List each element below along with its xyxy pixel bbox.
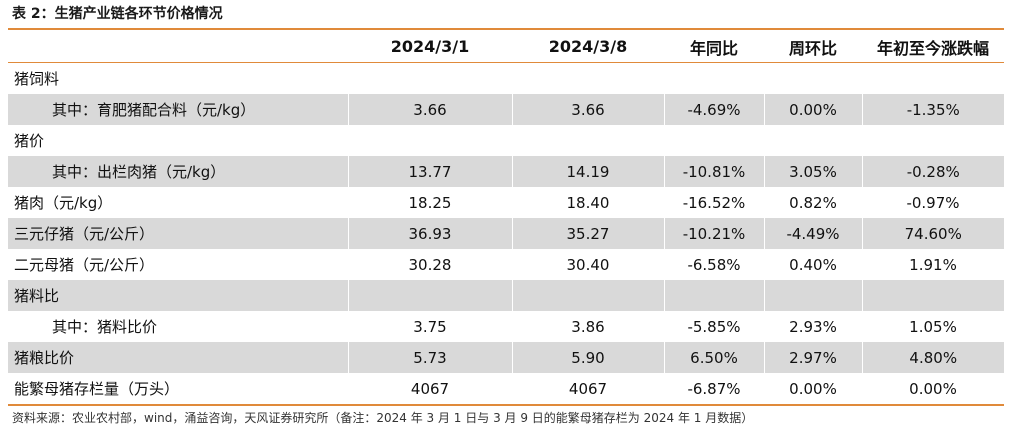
header-cell-date2: 2024/3/8 xyxy=(512,31,664,63)
value-cell xyxy=(763,280,862,311)
value-cell xyxy=(512,125,664,156)
table-row: 猪饲料 xyxy=(8,63,1004,95)
value-cell: -16.52% xyxy=(682,193,746,212)
value-cell xyxy=(512,63,664,95)
table-row: 猪粮比价 5.73 5.90 6.50% 2.97% 4.80% xyxy=(8,342,1004,373)
value-cell: -6.87% xyxy=(687,379,741,398)
table-row: 猪价 xyxy=(8,125,1004,156)
value-cell: 3.75 xyxy=(413,317,447,336)
header-cell-wow: 周环比 xyxy=(764,31,862,63)
value-cell xyxy=(764,125,862,156)
table-row: 其中：育肥猪配合料（元/kg） 3.66 3.66 -4.69% 0.00% -1.35% xyxy=(8,94,1004,125)
table-row: 三元仔猪（元/公斤） 36.93 35.27 -10.21% -4.49% 74.60% xyxy=(8,218,1004,249)
value-cell: 0.82% xyxy=(789,193,837,212)
value-cell: 36.93 xyxy=(347,218,512,249)
row-label: 二元母猪（元/公斤） xyxy=(14,256,155,274)
value-cell: 5.90 xyxy=(511,342,664,373)
value-cell: 18.25 xyxy=(408,193,452,212)
table-row: 猪料比 xyxy=(8,280,1004,311)
value-cell: 74.60% xyxy=(861,218,1004,249)
table-row: 其中：猪料比价 3.75 3.86 -5.85% 2.93% 1.05% xyxy=(8,311,1004,342)
value-cell: 2.97% xyxy=(763,342,862,373)
value-cell xyxy=(347,280,512,311)
value-cell: 3.86 xyxy=(571,317,605,336)
value-cell: 0.00% xyxy=(789,379,837,398)
row-label: 猪价 xyxy=(14,132,45,150)
table-row: 猪肉（元/kg） 18.25 18.40 -16.52% 0.82% -0.97% xyxy=(8,187,1004,218)
value-cell: 30.40 xyxy=(566,255,610,274)
row-label: 其中：猪料比价 xyxy=(52,318,158,336)
value-cell: 3.66 xyxy=(511,94,664,125)
value-cell xyxy=(862,125,1004,156)
value-cell: -6.58% xyxy=(687,255,741,274)
value-cell xyxy=(663,280,764,311)
value-cell: -0.97% xyxy=(906,193,960,212)
header-cell-date1: 2024/3/1 xyxy=(348,31,512,63)
value-cell: -4.49% xyxy=(763,218,862,249)
bottom-rule xyxy=(8,404,1004,406)
value-cell: 3.05% xyxy=(763,156,862,187)
value-cell: 14.19 xyxy=(511,156,664,187)
value-cell xyxy=(511,280,664,311)
value-cell xyxy=(348,63,512,95)
value-cell: 6.50% xyxy=(663,342,764,373)
header-cell-ytd: 年初至今涨跌幅 xyxy=(862,31,1004,63)
value-cell xyxy=(861,280,1004,311)
value-cell: 5.73 xyxy=(347,342,512,373)
row-label: 三元仔猪（元/公斤） xyxy=(8,218,348,249)
value-cell: -4.69% xyxy=(663,94,764,125)
value-cell: 4.80% xyxy=(861,342,1004,373)
value-cell: 1.91% xyxy=(909,255,957,274)
value-cell xyxy=(664,63,764,95)
value-cell: -10.21% xyxy=(663,218,764,249)
table-row: 其中：出栏肉猪（元/kg） 13.77 14.19 -10.81% 3.05% -0.28… xyxy=(8,156,1004,187)
value-cell: 2.93% xyxy=(789,317,837,336)
table-row: 二元母猪（元/公斤） 30.28 30.40 -6.58% 0.40% 1.91% xyxy=(8,249,1004,280)
value-cell: 3.66 xyxy=(347,94,512,125)
value-cell xyxy=(664,125,764,156)
value-cell xyxy=(348,125,512,156)
value-cell: 1.05% xyxy=(909,317,957,336)
value-cell xyxy=(862,63,1004,95)
row-label: 猪肉（元/kg） xyxy=(14,194,113,212)
value-cell: 0.00% xyxy=(909,379,957,398)
row-label: 猪粮比价 xyxy=(8,342,348,373)
source-note: 资料来源：农业农村部，wind，涌益咨询，天风证券研究所（备注：2024 年 3… xyxy=(12,411,754,425)
value-cell xyxy=(764,63,862,95)
value-cell: 0.00% xyxy=(763,94,862,125)
value-cell: -5.85% xyxy=(687,317,741,336)
value-cell: 4067 xyxy=(410,379,450,398)
row-label: 其中：育肥猪配合料（元/kg） xyxy=(8,94,348,125)
row-label: 其中：出栏肉猪（元/kg） xyxy=(8,156,348,187)
row-label: 能繁母猪存栏量（万头） xyxy=(14,380,180,398)
value-cell: -10.81% xyxy=(663,156,764,187)
table-row: 能繁母猪存栏量（万头） 4067 4067 -6.87% 0.00% 0.00% xyxy=(8,373,1004,404)
table-body: 猪饲料 其中：育肥猪配合料（元/kg） 3.66 3.66 -4.69% 0.00% -1.… xyxy=(8,63,1004,405)
value-cell: 18.40 xyxy=(566,193,610,212)
value-cell: 35.27 xyxy=(511,218,664,249)
header-row: 2024/3/1 2024/3/8 年同比 周环比 年初至今涨跌幅 xyxy=(8,31,1004,63)
header-cell-yoy: 年同比 xyxy=(664,31,764,63)
value-cell: -0.28% xyxy=(861,156,1004,187)
value-cell: -1.35% xyxy=(861,94,1004,125)
table-caption: 表 2：生猪产业链各环节价格情况 xyxy=(12,6,223,22)
top-rule xyxy=(8,28,1004,30)
row-label: 猪饲料 xyxy=(14,70,60,88)
header-cell-label xyxy=(8,31,348,63)
row-label: 猪料比 xyxy=(8,280,348,311)
value-cell: 4067 xyxy=(568,379,608,398)
price-table: 2024/3/1 2024/3/8 年同比 周环比 年初至今涨跌幅 猪饲料其中：… xyxy=(8,31,1004,404)
value-cell: 13.77 xyxy=(347,156,512,187)
value-cell: 0.40% xyxy=(789,255,837,274)
value-cell: 30.28 xyxy=(408,255,452,274)
